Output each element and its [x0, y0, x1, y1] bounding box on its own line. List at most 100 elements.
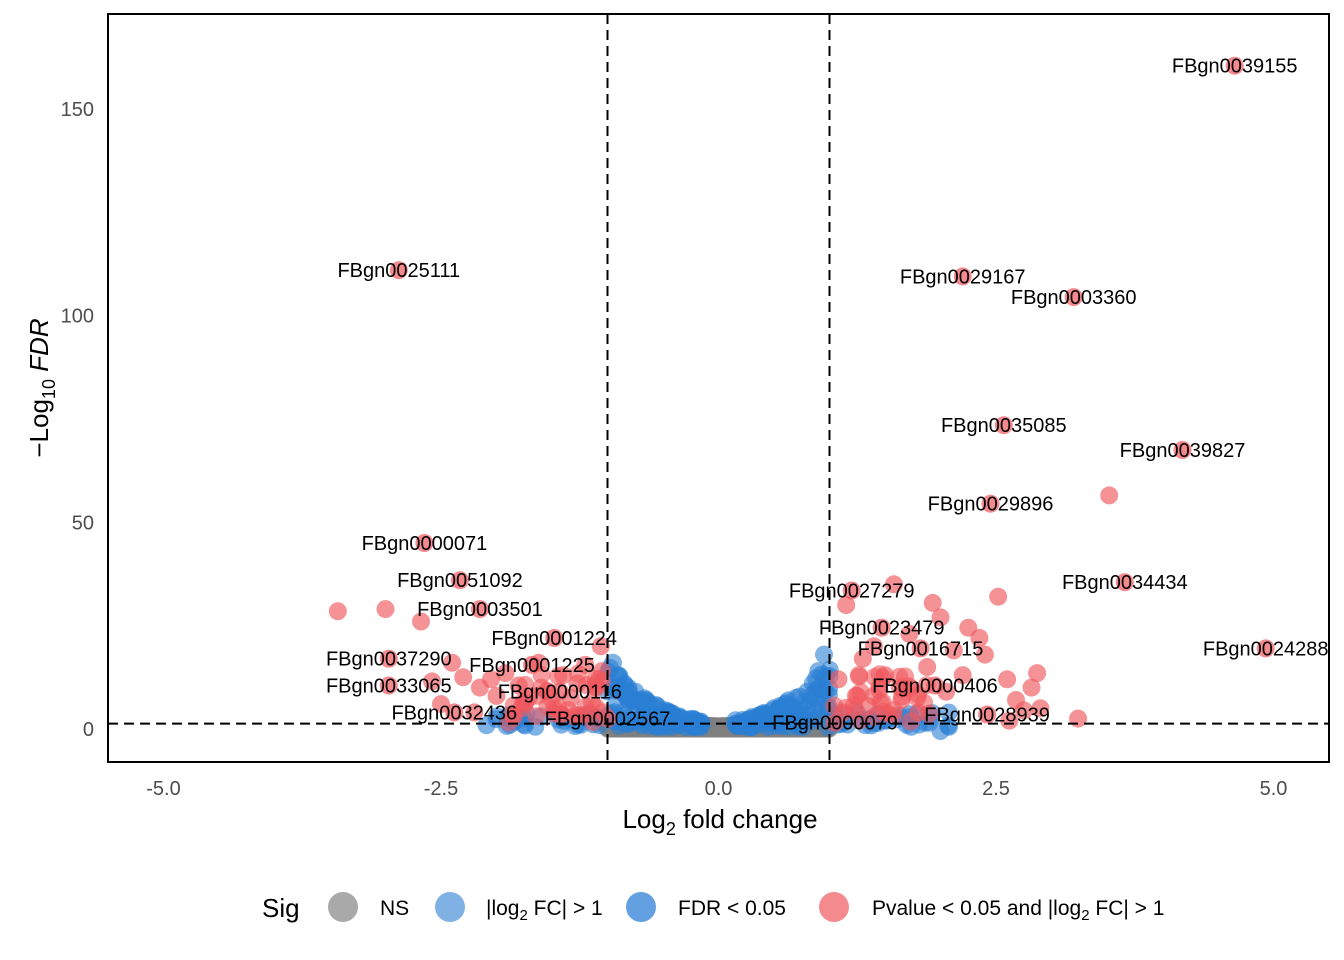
point-sig [849, 666, 868, 685]
point-FBgn0051092 [450, 571, 469, 590]
legend-label-ns: NS [380, 897, 409, 920]
point-sig [923, 593, 942, 612]
point-FBgn0029896 [981, 494, 1000, 513]
point-sig [989, 587, 1008, 606]
gene-label: FBgn0003360 [1011, 287, 1137, 309]
point-fdr [939, 703, 958, 722]
legend-label-log2fc: |log2 FC| > 1 [486, 897, 603, 924]
point-sig [509, 676, 528, 695]
gene-label: FBgn0003501 [417, 599, 543, 621]
legend-label-fdr: FDR < 0.05 [678, 897, 786, 920]
gene-label: FBgn0039155 [1172, 56, 1298, 78]
point-sig [496, 664, 515, 683]
y-tick-label: 0 [83, 719, 94, 741]
point-fdr [670, 707, 689, 726]
legend-title: Sig [262, 893, 300, 923]
x-tick-label: 5.0 [1260, 778, 1288, 800]
point-sig [829, 670, 848, 689]
gene-label: FBgn0024288 [1203, 638, 1329, 660]
point-sig [975, 645, 994, 664]
gene-label: FBgn0029167 [900, 266, 1026, 288]
point-sig [870, 681, 889, 700]
point-sig [454, 668, 473, 687]
gene-label: FBgn0037290 [326, 649, 452, 671]
point-sig [859, 697, 878, 716]
point-FBgn0001225 [523, 655, 541, 674]
legend-key-log2fc [435, 892, 465, 922]
gene-label: FBgn0002567 [545, 709, 671, 731]
gene-label: FBgn0000116 [498, 682, 622, 704]
point-sig [1022, 678, 1041, 697]
point-FBgn0023479 [872, 618, 891, 637]
point-sig [864, 637, 883, 656]
point-sig [918, 658, 937, 676]
gene-label: FBgn0029896 [928, 494, 1054, 516]
y-tick-label: 50 [72, 512, 94, 534]
point-sig [1069, 709, 1088, 728]
point-FBgn0003360 [1064, 288, 1083, 307]
threshold-lines [108, 14, 1329, 762]
point-sig [423, 672, 442, 691]
gene-label: FBgn0000079 [772, 713, 898, 735]
point-sig [443, 653, 462, 672]
point-sig [328, 602, 347, 621]
point-sig [1014, 701, 1033, 720]
point-sig [953, 666, 972, 685]
point-sig [970, 629, 989, 647]
point-FBgn0028939 [978, 705, 997, 724]
gene-label: FBgn0033065 [326, 676, 452, 698]
point-sig [853, 649, 872, 668]
point-sig [884, 575, 903, 594]
point-sig [1028, 664, 1047, 683]
x-tick-label: 0.0 [705, 778, 733, 800]
x-axis-title: Log2 fold change [622, 804, 817, 839]
point-sig [565, 707, 584, 726]
gene-label: FBgn0035085 [941, 415, 1067, 437]
point-sig [874, 702, 893, 721]
point-FBgn0003501 [470, 600, 489, 619]
point-FBgn0033065 [379, 676, 398, 695]
panel-background [107, 13, 1330, 763]
point-sig [591, 637, 610, 656]
point-sig [482, 670, 500, 689]
point-FBgn0025111 [389, 261, 408, 280]
x-tick-label: -2.5 [424, 778, 458, 800]
point-sig [527, 707, 546, 726]
point-sig [583, 693, 601, 712]
x-tick-label: -5.0 [146, 778, 180, 800]
y-tick-label: 150 [61, 99, 94, 121]
point-sig [537, 682, 556, 701]
point-sig [944, 641, 963, 660]
point-sig [1031, 699, 1050, 718]
point-sig [1000, 711, 1019, 730]
point-FBgn0039827 [1173, 441, 1192, 459]
y-axis-title: −Log10 FDR [24, 318, 59, 457]
gene-label: FBgn0025111 [337, 260, 460, 282]
legend-key-both [819, 892, 849, 922]
legend-key-fdr [626, 892, 656, 922]
gene-label: FBgn0051092 [397, 570, 523, 592]
gene-label: FBgn0001224 [491, 628, 617, 650]
gene-label: FBgn0000071 [362, 533, 488, 555]
point-FBgn0029167 [953, 267, 972, 286]
point-FBgn0034434 [1115, 573, 1134, 592]
point-sig [545, 699, 564, 718]
point-sig [376, 600, 395, 619]
point-sig [892, 691, 911, 709]
point-FBgn0039155 [1225, 56, 1244, 75]
x-tick-label: 2.5 [982, 778, 1010, 800]
point-sig [554, 666, 573, 685]
gene-label: FBgn0028939 [924, 705, 1050, 727]
point-FBgn0016715 [911, 639, 930, 658]
gene-label: FBgn0023479 [819, 618, 945, 640]
gene-label: FBgn0016715 [858, 638, 984, 660]
point-fdr [742, 709, 761, 728]
gene-label: FBgn0027279 [789, 581, 915, 603]
y-tick-label: 100 [61, 306, 94, 328]
point-FBgn0000116 [550, 682, 569, 701]
point-sig [998, 670, 1017, 689]
point-sig [1100, 486, 1119, 505]
point-sig [487, 686, 506, 705]
